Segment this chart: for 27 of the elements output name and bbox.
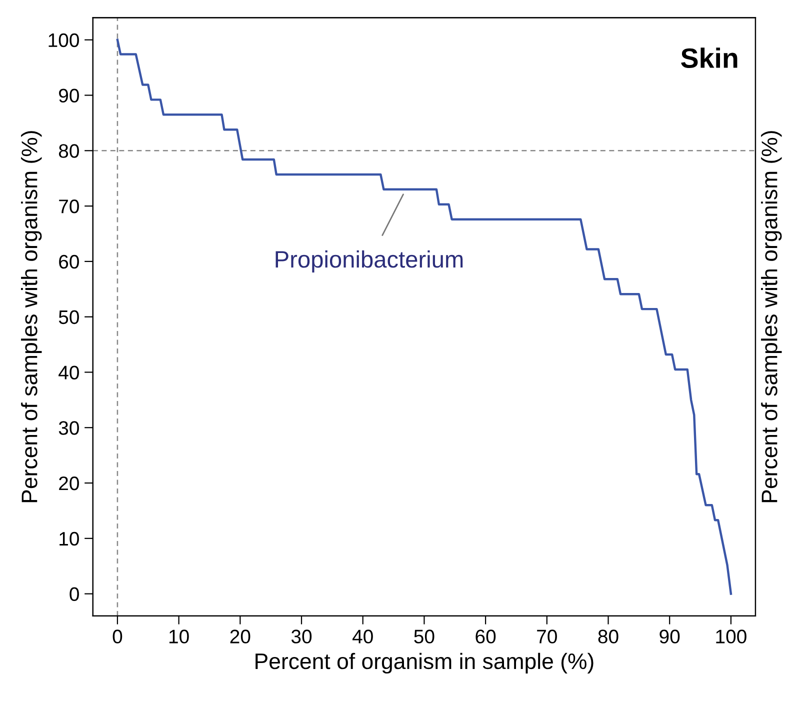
x-tick-label: 80	[598, 630, 618, 644]
y-tick-label: 20	[59, 476, 79, 490]
x-tick-label: 70	[537, 630, 557, 644]
y2-axis-title: Percent of samples with organism (%)	[761, 131, 782, 502]
annotation: Propionibacterium	[276, 250, 463, 272]
x-tick-label: 30	[291, 630, 312, 644]
x-tick-label: 60	[476, 630, 496, 644]
y-tick-label: 90	[59, 88, 79, 102]
text: Skin	[681, 48, 738, 68]
x-tick-label: 20	[230, 630, 250, 644]
y-axis-title: Percent of samples with organism (%)	[21, 131, 42, 502]
y-tick-label: 50	[58, 310, 79, 324]
y-tick-label: 0	[70, 587, 79, 602]
x-tick-label: 0	[112, 630, 122, 644]
y-tick-label: 10	[60, 532, 79, 546]
y-tick-label: 60	[59, 254, 79, 269]
x-axis-title: Percent of organism in sample (%)	[256, 652, 594, 674]
y-tick-label: 100	[48, 33, 79, 48]
y-tick-label: 80	[58, 144, 79, 158]
x-tick-label: 50	[414, 630, 434, 644]
x-tick-label: 100	[716, 630, 746, 644]
y-tick-label: 70	[59, 200, 79, 214]
x-tick-label: 40	[352, 630, 373, 644]
y-tick-label: 30	[58, 421, 79, 435]
x-tick-label: 10	[169, 630, 189, 644]
y-tick-label: 40	[58, 366, 79, 380]
x-tick-label: 90	[660, 630, 680, 644]
